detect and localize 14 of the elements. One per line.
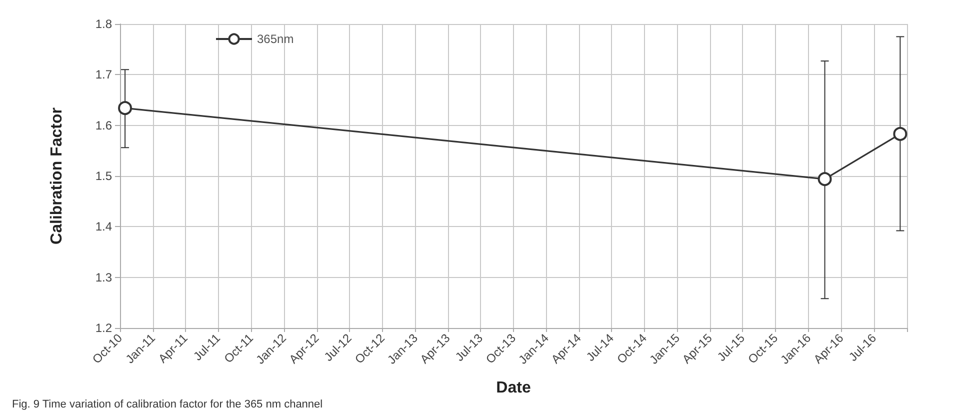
point [118,101,132,116]
y-tick-label: 1.3 [95,270,112,284]
y-tick-label: 1.8 [95,17,112,31]
legend-label: 365nm [257,32,294,46]
caption: Fig. 9 Time variation of calibration factor for the 365 nm channel [12,398,323,410]
x-axis-title: Date [496,380,531,396]
y-tick-label: 1.2 [95,321,112,335]
point [893,126,908,141]
y-tick-label: 1.6 [95,118,112,132]
y-tick-label: 1.7 [95,68,112,82]
y-tick-label: 1.5 [95,169,112,183]
point [818,172,832,186]
y-axis-title: Calibration Factor [48,108,66,244]
y-tick-label: 1.4 [95,220,112,234]
